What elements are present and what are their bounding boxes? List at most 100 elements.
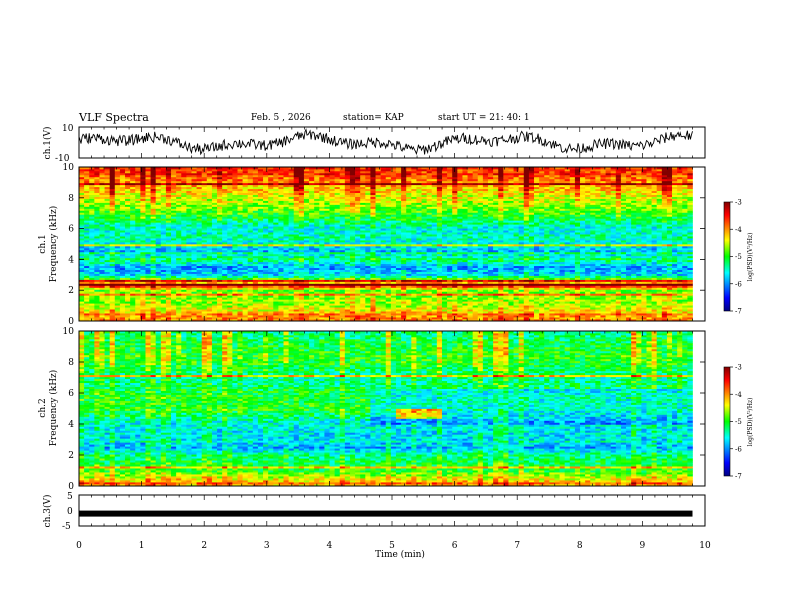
spectrogram-cell	[370, 257, 376, 261]
spectrogram-cell	[447, 275, 453, 278]
spectrogram-cell	[278, 242, 284, 245]
spectrogram-cell	[355, 303, 361, 306]
spectrogram-cell	[257, 301, 264, 304]
spectrogram-cell	[518, 269, 525, 272]
spectrogram-cell	[196, 289, 203, 292]
spectrogram-cell	[687, 273, 693, 276]
spectrogram-cell	[462, 259, 468, 263]
spectrogram-cell	[677, 275, 683, 278]
spectrogram-cell	[222, 307, 228, 310]
spectrogram-cell	[206, 317, 213, 320]
spectrogram-cell	[580, 261, 586, 265]
spectrogram-cell	[227, 247, 233, 251]
spectrogram-cell	[395, 319, 402, 322]
spectrogram-cell	[298, 253, 305, 257]
spectrogram-cell	[406, 255, 412, 259]
spectrogram-cell	[104, 311, 111, 314]
spectrogram-cell	[482, 251, 489, 255]
spectrogram-cell	[130, 317, 136, 320]
spectrogram-cell	[237, 307, 243, 310]
spectrogram-cell	[631, 303, 637, 306]
spectrogram-cell	[631, 287, 637, 290]
spectrogram-cell	[273, 245, 279, 249]
spectrogram-cell	[79, 271, 85, 274]
spectrogram-cell	[252, 244, 259, 247]
spectrogram-cell	[610, 251, 617, 255]
spectrogram-cell	[334, 269, 341, 272]
spectrogram-cell	[211, 249, 218, 253]
spectrogram-cell	[252, 257, 259, 261]
spectrogram-cell	[94, 267, 100, 271]
spectrogram-cell	[416, 279, 422, 282]
spectrogram-cell	[390, 242, 397, 245]
spectrogram-cell	[666, 299, 673, 302]
spectrogram-cell	[150, 273, 157, 276]
spectrogram-cell	[523, 255, 530, 259]
spectrogram-cell	[498, 293, 504, 296]
spectrogram-cell	[84, 281, 90, 284]
spectrogram-cell	[339, 279, 346, 282]
spectrogram-cell	[150, 279, 157, 282]
spectrogram-cell	[641, 259, 647, 263]
spectrogram-cell	[416, 305, 422, 308]
spectrogram-cell	[181, 295, 187, 298]
spectrogram-cell	[534, 263, 540, 267]
spectrogram-cell	[631, 291, 637, 294]
spectrogram-cell	[125, 301, 131, 304]
spectrogram-cell	[487, 291, 494, 294]
spectrogram-cell	[314, 301, 320, 304]
spectrogram-cell	[564, 273, 571, 276]
spectrogram-cell	[590, 265, 596, 269]
spectrogram-cell	[114, 291, 121, 294]
spectrogram-cell	[314, 261, 320, 265]
spectrogram-cell	[155, 273, 162, 276]
spectrogram-cell	[390, 271, 397, 274]
spectrogram-cell	[600, 287, 606, 290]
spectrogram-cell	[130, 247, 136, 251]
spectrogram-cell	[278, 317, 284, 320]
spectrogram-cell	[487, 267, 494, 271]
spectrogram-cell	[217, 305, 223, 308]
spectrogram-cell	[493, 251, 499, 255]
spectrogram-cell	[217, 299, 223, 302]
spectrogram-cell	[672, 267, 678, 271]
spectrogram-cell	[390, 319, 397, 322]
spectrogram-cell	[242, 255, 249, 259]
spectrogram-cell	[574, 253, 581, 257]
spectrogram-cell	[462, 267, 468, 271]
spectrogram-cell	[641, 244, 647, 247]
spectrogram-cell	[416, 247, 422, 251]
spectrogram-cell	[104, 271, 111, 274]
spectrogram-cell	[508, 255, 514, 259]
spectrogram-cell	[467, 245, 473, 249]
spectrogram-cell	[651, 313, 658, 316]
spectrogram-cell	[125, 259, 131, 263]
spectrogram-cell	[181, 317, 187, 320]
spectrogram-cell	[125, 313, 131, 316]
spectrogram-cell	[580, 291, 586, 294]
spectrogram-cell	[390, 285, 397, 288]
spectrogram-cell	[288, 281, 295, 284]
spectrogram-cell	[569, 289, 576, 292]
spectrogram-cell	[232, 297, 238, 300]
spectrogram-cell	[263, 311, 269, 314]
spectrogram-cell	[595, 309, 601, 312]
spectrogram-cell	[452, 293, 458, 296]
spectrogram-cell	[186, 245, 192, 249]
spectrogram-cell	[513, 297, 520, 300]
spectrogram-cell	[99, 242, 105, 245]
spectrogram-cell	[114, 311, 121, 314]
spectrogram-cell	[339, 244, 346, 247]
spectrogram-cell	[482, 265, 489, 269]
spectrogram-cell	[687, 269, 693, 272]
spectrogram-cell	[441, 295, 448, 298]
spectrogram-cell	[155, 297, 162, 300]
ch1-waveform-trace	[78, 128, 693, 156]
spectrogram-cell	[523, 293, 530, 296]
spectrogram-cell	[334, 253, 341, 257]
spectrogram-cell	[165, 283, 172, 286]
spectrogram-cell	[160, 315, 167, 318]
spectrogram-cell	[457, 285, 463, 288]
spectrogram-cell	[211, 242, 218, 245]
spectrogram-cell	[672, 305, 678, 308]
